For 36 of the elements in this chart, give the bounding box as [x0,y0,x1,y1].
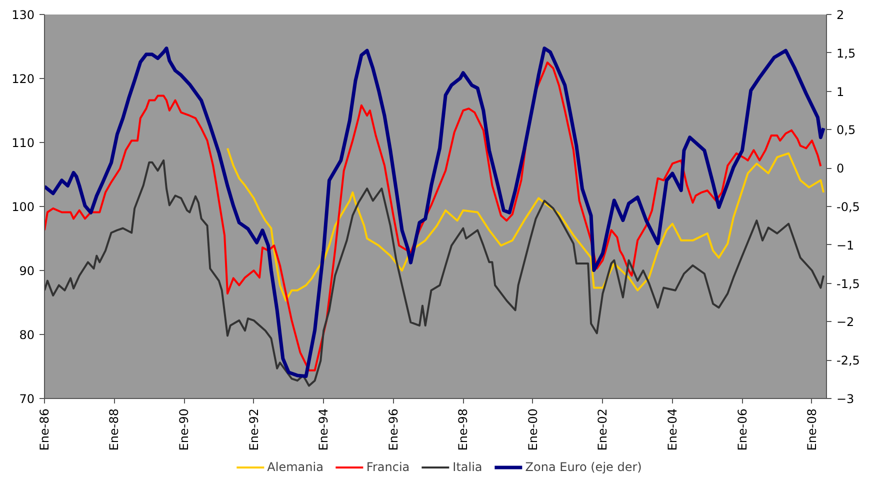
legend-label: Francia [366,460,410,474]
y2-tick-label: 0 [836,162,844,176]
y2-tick-label: 1 [836,84,844,99]
y2-tick-label: -0,5 [836,200,860,214]
x-tick-label: Ene-06 [735,408,750,451]
y-tick-label: 110 [12,136,34,150]
y2-tick-label: -2,5 [836,354,860,368]
x-tick-label: Ene-02 [596,408,610,451]
x-tick-label: Ene-98 [456,408,470,451]
y-tick-label: 100 [12,200,34,214]
y-tick-label: 130 [12,8,34,22]
x-tick-label: Ene-08 [804,408,819,451]
y2-tick-label: −1 [836,238,854,252]
y2-tick-label: -1,5 [836,276,860,291]
x-tick-label: Ene-00 [526,408,540,451]
y2-tick-label: −3 [836,392,854,406]
line-series [44,159,825,387]
x-tick-label: Ene-92 [246,408,261,451]
x-tick-label: Ene-90 [177,408,192,451]
x-tick-label: Ene-86 [38,408,52,451]
x-tick-label: Ene-94 [316,408,331,451]
x-tick-label: Ene-96 [386,408,400,451]
y-tick-label: 120 [12,72,34,86]
y-tick-label: 80 [19,328,35,342]
line-series [226,147,825,302]
y2-tick-label: −2 [836,315,854,330]
x-tick-label: Ene-04 [665,408,680,451]
x-tick-label: Ene-88 [107,408,122,451]
y2-tick-label: 2 [836,8,844,22]
y2-tick-label: 0,5 [836,123,856,138]
legend-label: Italia [452,460,482,474]
legend-label: Zona Euro (eje der) [525,460,642,474]
y-tick-label: 70 [19,392,35,406]
y-tick-label: 90 [19,264,35,278]
y2-tick-label: 1,5 [836,46,856,60]
legend-label: Alemania [267,460,324,474]
